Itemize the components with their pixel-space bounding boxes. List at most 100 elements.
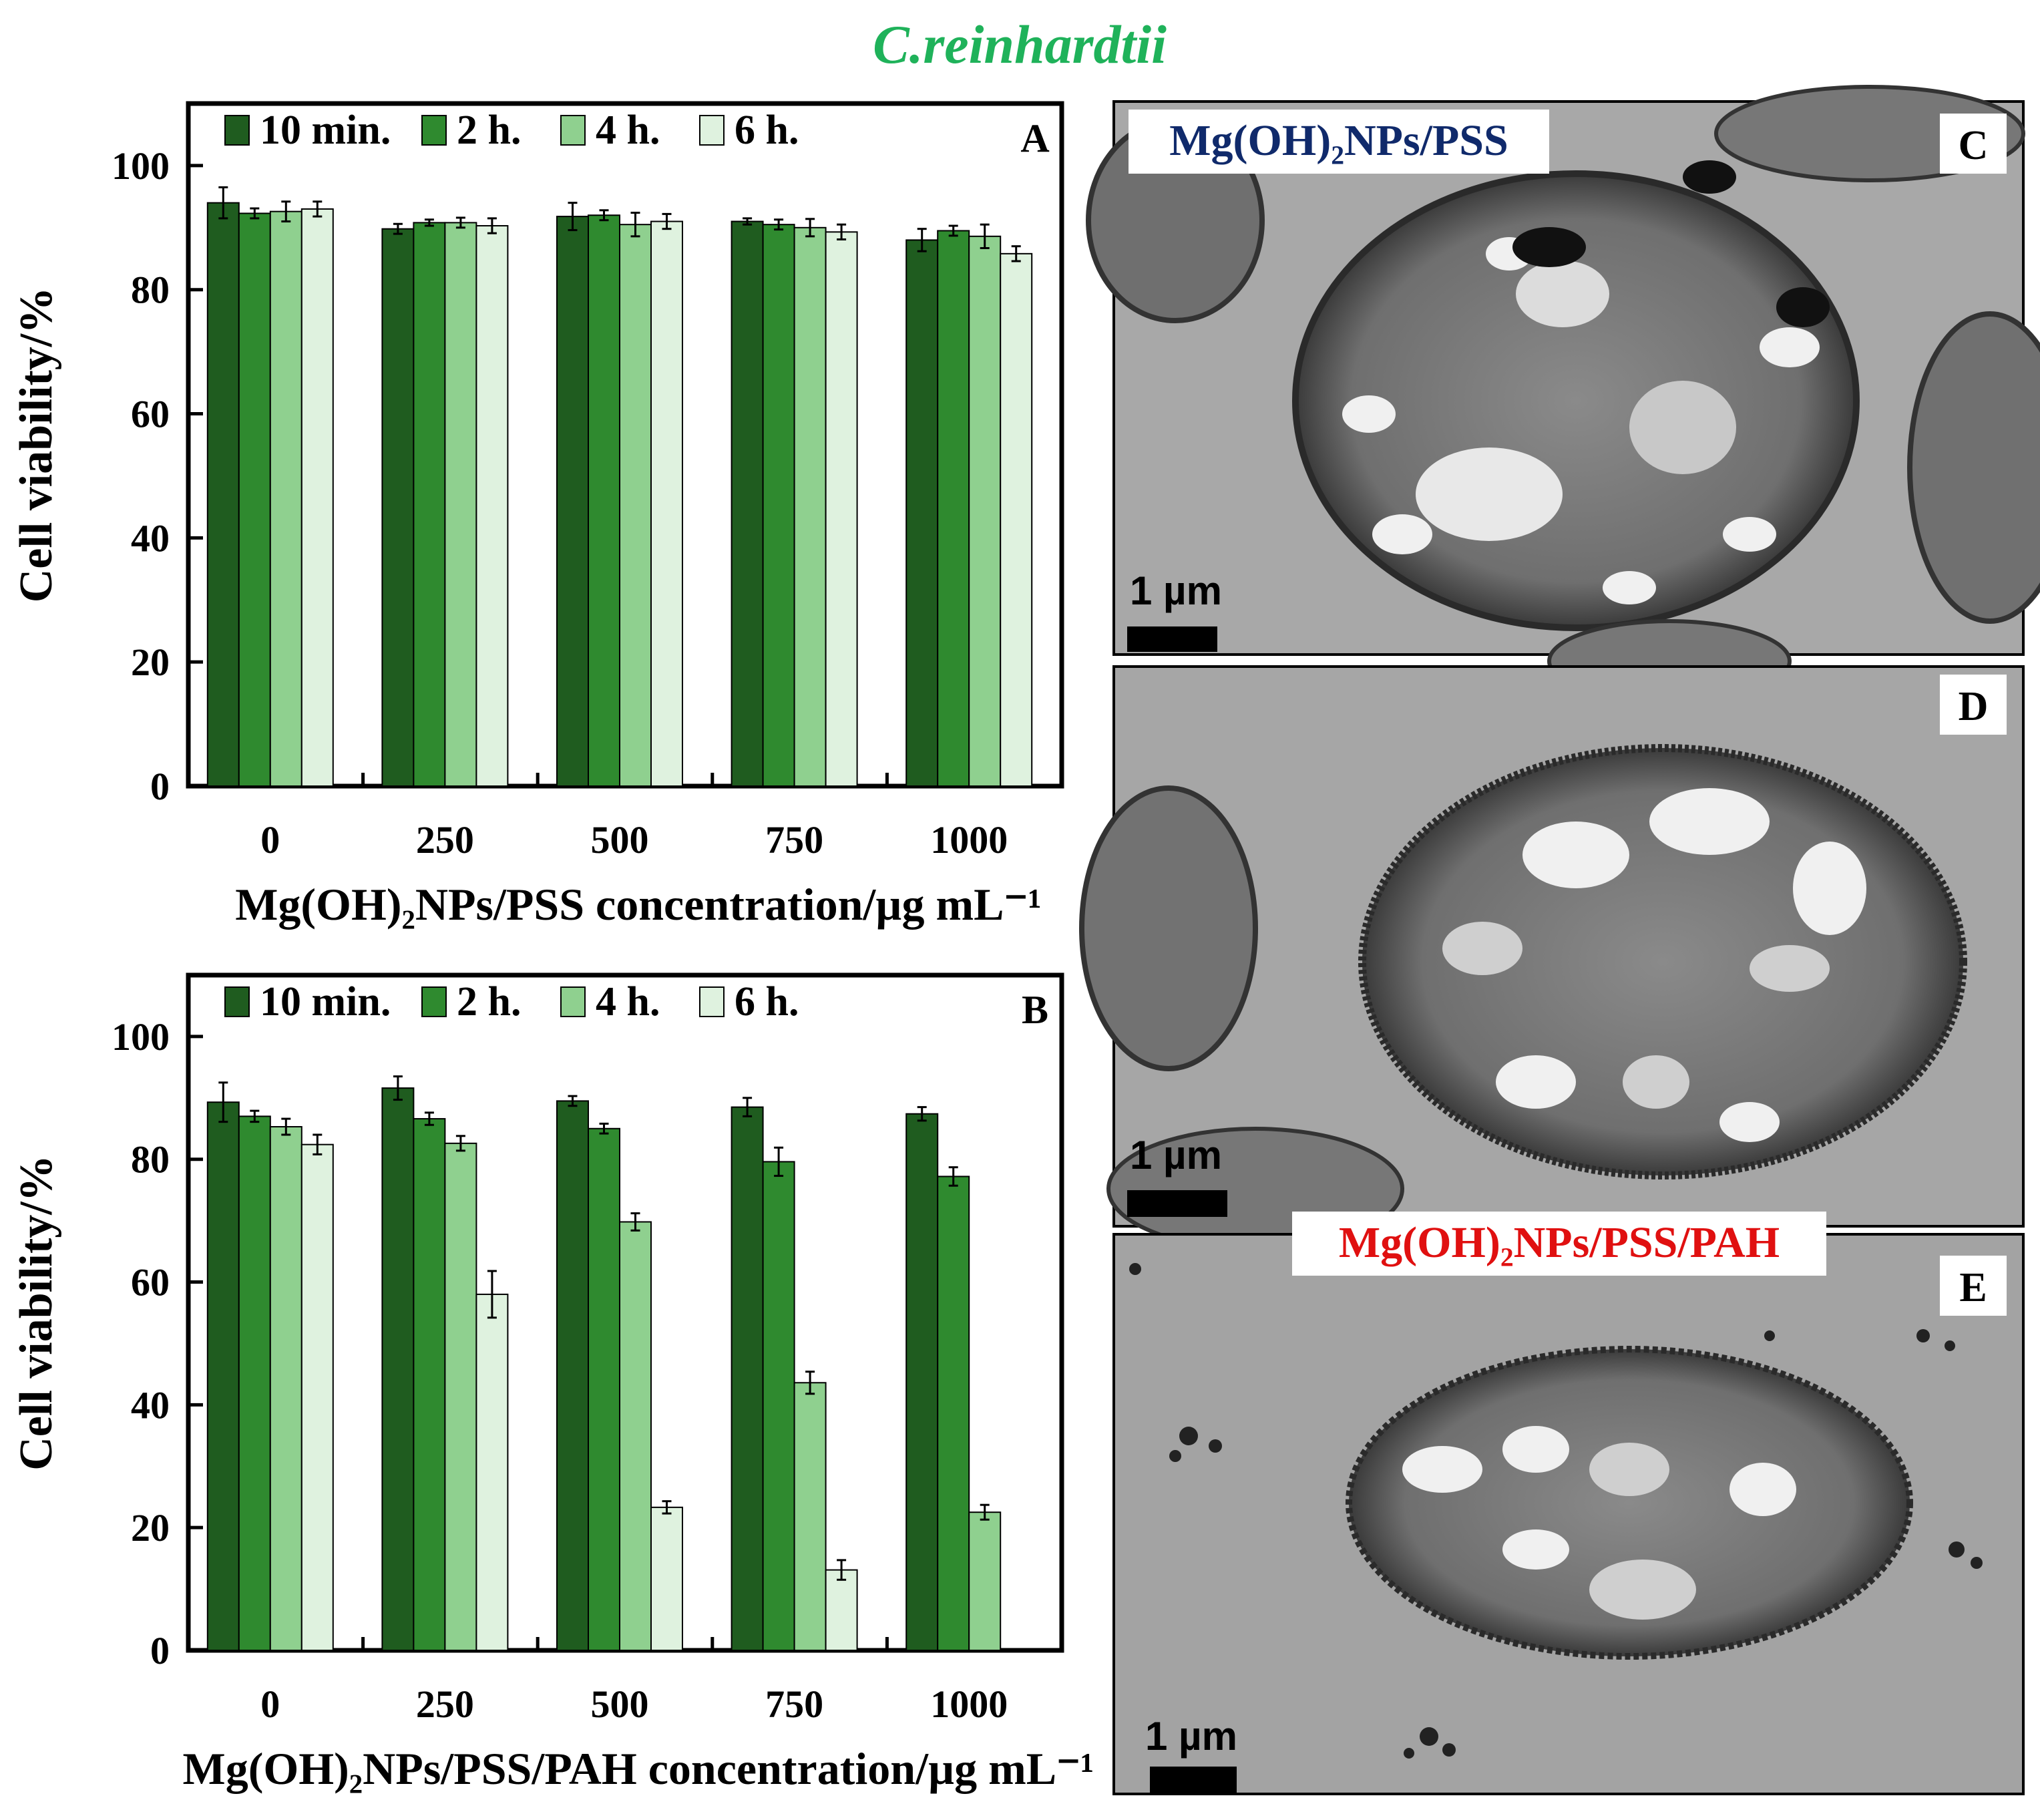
bar (793, 1382, 827, 1651)
micrograph-e: Mg(OH)₂NPs/PSS/PAH E 1 µm (1112, 1212, 2025, 1795)
bar (825, 1569, 858, 1652)
legend-swatch (699, 986, 725, 1017)
y-tick-label: 60 (131, 1261, 170, 1304)
vacuole (1502, 1426, 1569, 1473)
vacuole (1522, 822, 1629, 888)
bar (300, 208, 334, 787)
bar (475, 225, 509, 787)
vacuole (1502, 1529, 1569, 1570)
dark-granule (1683, 160, 1736, 194)
panel-letter: B (1022, 988, 1048, 1032)
sample-label-box (1129, 110, 1549, 174)
vacuole (1603, 571, 1656, 604)
figure-title: C.reinhardtii (873, 14, 1167, 75)
vacuole (1402, 1446, 1482, 1493)
neighbor-cell (1079, 785, 1258, 1071)
x-tick-label: 250 (416, 818, 474, 862)
y-tick-label: 0 (150, 765, 170, 808)
y-tick-label: 40 (131, 1383, 170, 1427)
legend-label: 4 h. (596, 108, 660, 153)
bar (825, 231, 858, 787)
bar (588, 1127, 620, 1651)
x-tick-label: 0 (260, 818, 280, 862)
vacuole (1723, 517, 1776, 552)
vacuole (1589, 1443, 1669, 1496)
cell-body (1346, 1346, 1913, 1660)
legend-swatch (224, 115, 250, 146)
sample-label: Mg(OH)₂NPs/PSS/PAH (1339, 1218, 1780, 1267)
vacuole (1416, 447, 1563, 541)
legend-swatch (560, 986, 586, 1017)
bar (905, 1113, 939, 1652)
panel-letter: D (1959, 684, 1989, 729)
bar (444, 222, 477, 787)
legend-label: 10 min. (260, 979, 391, 1025)
y-tick-label: 80 (131, 268, 170, 312)
vacuole (1589, 1560, 1696, 1620)
bar (650, 220, 683, 787)
neighbor-cell (1907, 311, 2040, 624)
scale-bar (1127, 1190, 1227, 1217)
panel-letter-box (1940, 114, 2007, 174)
panel-letter: C (1959, 123, 1989, 168)
scale-bar-label: 1 µm (1130, 1133, 1222, 1177)
bar (238, 1115, 271, 1651)
vacuole (1750, 945, 1830, 992)
x-axis-label: Mg(OH)₂NPs/PSS/PAH concentration/µg mL⁻¹ (183, 1743, 1094, 1794)
legend-swatch (699, 115, 725, 146)
vacuole (1729, 1463, 1796, 1516)
vacuole (1649, 788, 1770, 855)
legend-label: 10 min. (260, 108, 391, 153)
vacuole (1623, 1055, 1689, 1109)
bar (300, 1143, 334, 1651)
bar (731, 1106, 764, 1651)
y-tick-label: 100 (112, 144, 170, 188)
bar (937, 230, 970, 787)
vacuole (1793, 842, 1866, 935)
y-tick-label: 80 (131, 1138, 170, 1181)
panel-letter: A (1020, 116, 1049, 160)
x-axis-label: Mg(OH)₂NPs/PSS concentration/µg mL⁻¹ (235, 879, 1042, 930)
bar (269, 1126, 302, 1652)
vacuole (1760, 327, 1820, 367)
y-tick-label: 0 (150, 1629, 170, 1672)
y-tick-label: 100 (112, 1015, 170, 1059)
bar (588, 214, 620, 787)
bar (206, 202, 240, 787)
scale-bar (1127, 626, 1217, 652)
bar (968, 235, 1002, 787)
vacuole (1342, 395, 1396, 433)
vacuole (1516, 260, 1609, 327)
legend-swatch (421, 986, 447, 1017)
x-tick-label: 250 (416, 1682, 474, 1726)
bar (413, 222, 446, 787)
legend-label: 6 h. (735, 108, 799, 153)
bar (206, 1101, 240, 1651)
bar (762, 224, 795, 787)
y-tick-label: 20 (131, 1506, 170, 1550)
bar (619, 224, 652, 787)
x-tick-label: 500 (591, 1682, 649, 1726)
bar (968, 1511, 1002, 1652)
x-tick-label: 750 (765, 1682, 823, 1726)
panel-letter-box (1940, 675, 2007, 735)
x-tick-label: 500 (591, 818, 649, 862)
y-tick-label: 40 (131, 516, 170, 560)
particle-clusters (1129, 1263, 1983, 1759)
y-axis-label: Cell viability/% (11, 287, 62, 603)
y-axis-label: Cell viability/% (11, 1155, 62, 1471)
bar (269, 210, 302, 787)
x-tick-label: 1000 (930, 818, 1008, 862)
bar (413, 1118, 446, 1651)
bar (381, 1087, 415, 1651)
sample-label: Mg(OH)₂NPs/PSS (1169, 116, 1508, 165)
bar (650, 1506, 683, 1651)
bar (381, 228, 415, 787)
scale-bar-label: 1 µm (1130, 568, 1222, 613)
bar (937, 1175, 970, 1651)
bar (793, 226, 827, 787)
bar (1000, 252, 1033, 787)
